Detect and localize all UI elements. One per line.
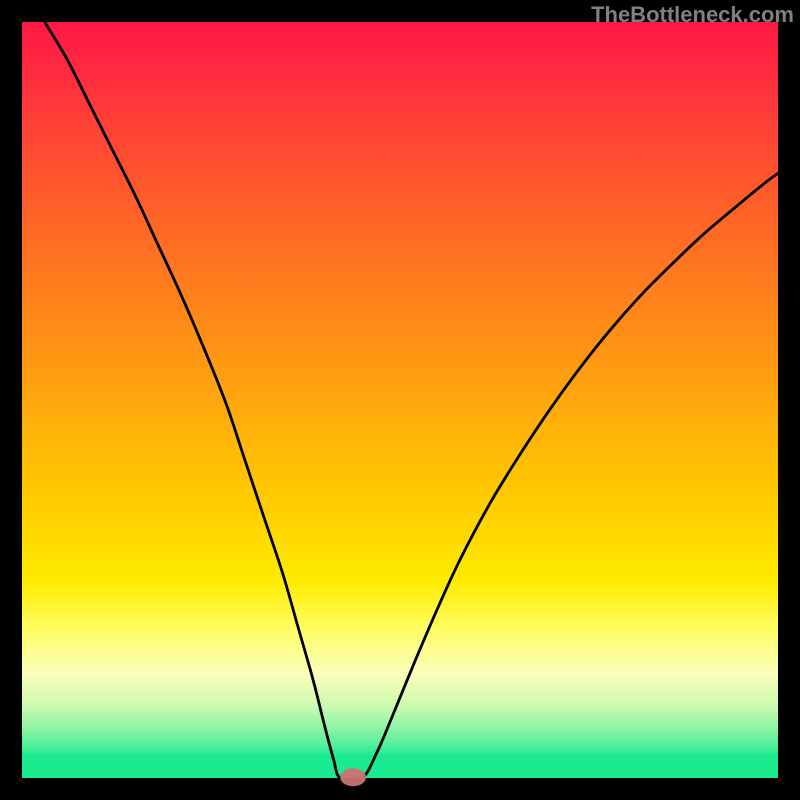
bottleneck-plot: TheBottleneck.com [0,0,800,800]
plot-svg [0,0,800,800]
gradient-background [22,22,778,778]
bottleneck-marker [340,768,366,786]
